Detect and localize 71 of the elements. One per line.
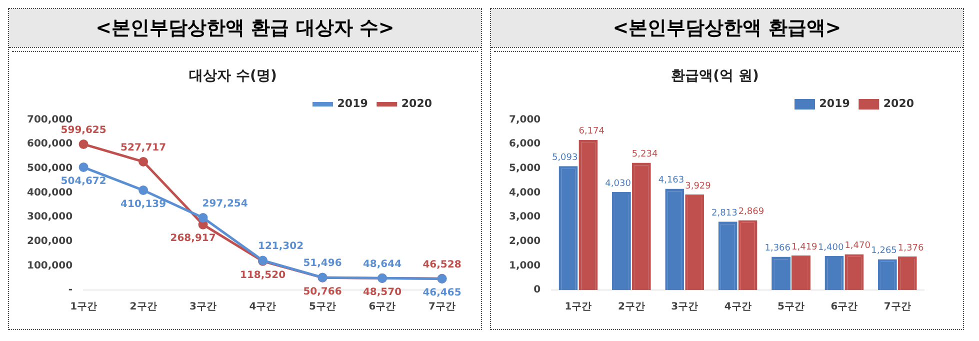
- x-tick-label: 7구간: [884, 302, 911, 313]
- data-label: 2,813: [712, 208, 738, 218]
- data-label: 46,465: [422, 287, 462, 298]
- y-tick-label: 2,000: [508, 236, 541, 247]
- point: [78, 162, 88, 172]
- data-label: 118,520: [240, 270, 286, 281]
- data-label: 1,400: [818, 242, 844, 253]
- legend-label: 2020: [401, 97, 432, 110]
- data-label: 1,366: [764, 244, 791, 254]
- x-tick-label: 6구간: [368, 302, 396, 313]
- data-label: 48,570: [362, 286, 402, 298]
- data-label: 297,254: [202, 198, 248, 210]
- data-label: 2,869: [738, 207, 764, 218]
- y-tick-label: 700,000: [27, 114, 73, 126]
- chart-subtitle: 대상자 수(명): [189, 68, 277, 84]
- data-label: 410,139: [120, 198, 166, 210]
- data-label: 46,528: [422, 259, 462, 270]
- y-tick-label: 6,000: [508, 138, 541, 150]
- data-label: 5,234: [632, 150, 658, 160]
- x-tick-label: 6구간: [830, 302, 858, 313]
- point: [78, 139, 88, 149]
- x-tick-label: 3구간: [671, 302, 698, 313]
- x-tick-label: 1구간: [564, 302, 592, 313]
- data-label: 121,302: [258, 241, 304, 252]
- y-tick-label: 500,000: [27, 163, 73, 174]
- point: [138, 156, 148, 166]
- data-label: 1,470: [844, 241, 871, 252]
- y-tick-label: 600,000: [27, 138, 73, 150]
- y-tick-label: 3,000: [508, 212, 541, 223]
- data-label: 268,917: [170, 233, 216, 244]
- y-tick-label: 7,000: [508, 114, 541, 126]
- x-tick-label: 7구간: [428, 302, 456, 313]
- y-tick-label: 5,000: [508, 163, 541, 174]
- data-label: 48,644: [362, 258, 402, 270]
- data-label: 51,496: [303, 258, 342, 270]
- legend-label: 2019: [819, 97, 850, 110]
- y-tick-label: 0: [534, 284, 541, 296]
- x-tick-label: 2구간: [130, 302, 157, 313]
- data-label: 50,766: [303, 286, 342, 298]
- data-label: 6,174: [578, 126, 605, 137]
- data-label: 3,929: [685, 181, 712, 192]
- chart-subtitle: 환급액(억 원): [671, 68, 759, 84]
- y-tick-label: -: [68, 284, 73, 296]
- data-label: 5,093: [552, 153, 578, 164]
- y-tick-label: 300,000: [27, 212, 73, 223]
- y-tick-label: 200,000: [27, 236, 73, 247]
- data-label: 1,265: [871, 246, 897, 256]
- data-label: 527,717: [120, 142, 166, 154]
- legend-label: 2019: [337, 97, 368, 110]
- data-label: 1,419: [792, 242, 818, 252]
- x-tick-label: 5구간: [309, 302, 336, 313]
- point: [138, 186, 148, 196]
- chart-title: <본인부담상한액 환급 대상자 수>: [9, 9, 481, 48]
- x-tick-label: 4구간: [724, 302, 752, 313]
- data-label: 599,625: [60, 124, 106, 136]
- data-label: 4,163: [658, 176, 684, 186]
- data-label: 504,672: [60, 176, 106, 187]
- y-tick-label: 100,000: [27, 260, 73, 272]
- chart-title: <본인부담상한액 환급액>: [491, 9, 963, 48]
- x-tick-label: 3구간: [190, 302, 217, 313]
- x-tick-label: 4구간: [249, 302, 276, 313]
- y-tick-label: 1,000: [508, 260, 541, 272]
- x-tick-label: 5구간: [778, 302, 804, 313]
- legend-label: 2020: [883, 97, 914, 110]
- data-label: 4,030: [605, 178, 632, 189]
- data-label: 1,376: [898, 243, 924, 254]
- y-tick-label: 400,000: [27, 187, 73, 198]
- y-tick-label: 4,000: [508, 187, 541, 198]
- point: [198, 212, 208, 222]
- x-tick-label: 2구간: [618, 302, 645, 313]
- x-tick-label: 1구간: [70, 302, 98, 313]
